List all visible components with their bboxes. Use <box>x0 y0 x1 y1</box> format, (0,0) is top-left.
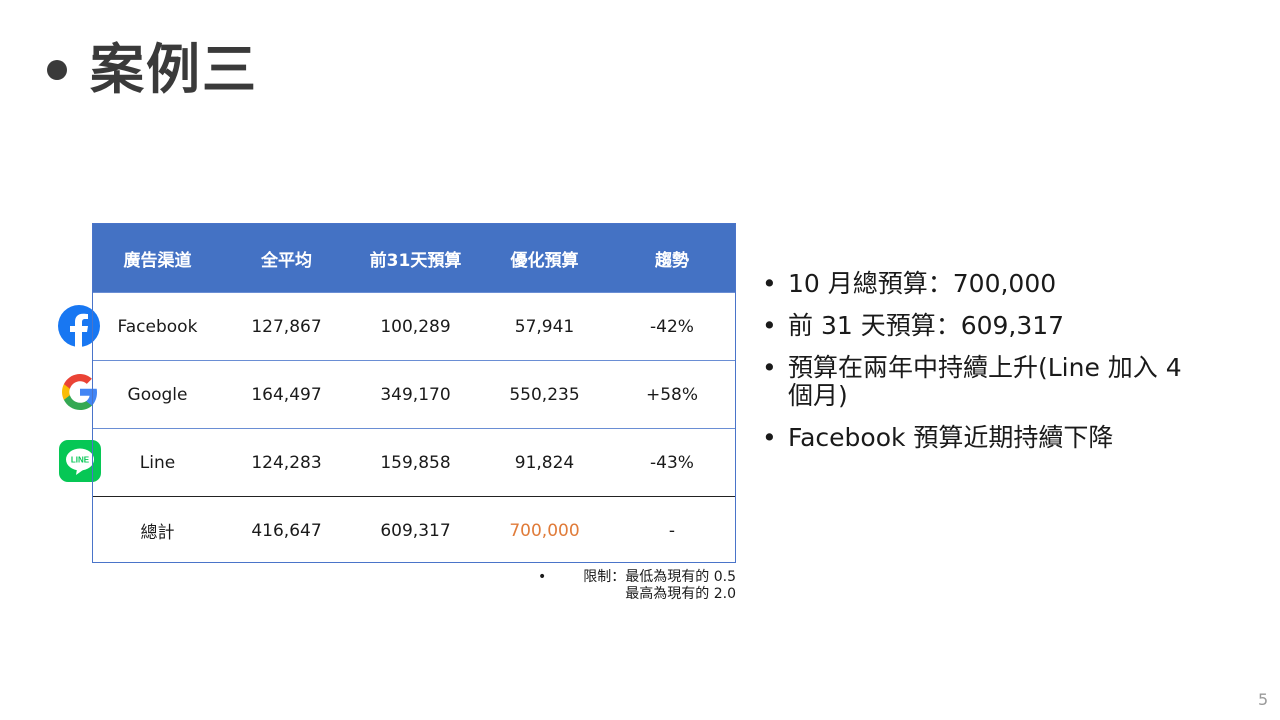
bullet-dot: • <box>762 311 777 340</box>
cell-prev31: 100,289 <box>380 316 451 337</box>
cell-prev31: 349,170 <box>380 384 451 405</box>
header-optimized: 優化預算 <box>510 250 579 271</box>
cell-optimized-highlight: 700,000 <box>509 520 580 541</box>
cell-avg: 127,867 <box>251 316 322 337</box>
cell-trend: -42% <box>650 316 694 337</box>
cell-trend: +58% <box>645 384 699 405</box>
header-avg: 全平均 <box>261 250 312 271</box>
cell-trend: -43% <box>650 452 694 473</box>
slide-title: 案例三 <box>90 38 258 101</box>
cell-channel: 總計 <box>140 523 175 543</box>
summary-bullet: • 10 月總預算：700,000 <box>762 270 1202 298</box>
cell-prev31: 159,858 <box>380 452 451 473</box>
cell-prev31: 609,317 <box>380 520 451 541</box>
page-number: 5 <box>1258 690 1269 709</box>
cell-optimized: 91,824 <box>514 452 575 473</box>
bullet-dot: • <box>762 423 777 452</box>
table-row-total: 總計 416,647 609,317 700,000 - <box>93 496 735 564</box>
summary-bullet-list: • 10 月總預算：700,000 • 前 31 天預算：609,317 • 預… <box>762 270 1202 466</box>
line-logo-text: LINE <box>71 456 90 465</box>
table-header-row: 廣告渠道 全平均 前31天預算 優化預算 趨勢 <box>93 224 735 292</box>
cell-trend: - <box>668 520 676 541</box>
cell-avg: 416,647 <box>251 520 322 541</box>
cell-optimized: 550,235 <box>509 384 580 405</box>
bullet-dot: • <box>762 269 777 298</box>
cell-avg: 124,283 <box>251 452 322 473</box>
facebook-logo-icon <box>58 305 100 347</box>
summary-bullet: • 預算在兩年中持續上升(Line 加入 4 個月) <box>762 354 1202 410</box>
table-row-facebook: Facebook 127,867 100,289 57,941 -42% <box>93 292 735 360</box>
note-line-1: 限制：最低為現有的 0.5 <box>583 569 736 585</box>
summary-bullet: • Facebook 預算近期持續下降 <box>762 424 1202 452</box>
title-bullet <box>47 60 67 80</box>
table-row-google: Google 164,497 349,170 550,235 +58% <box>93 360 735 428</box>
bullet-dot: • <box>762 353 777 382</box>
line-logo-icon: LINE <box>59 440 101 482</box>
summary-bullet-text: 前 31 天預算：609,317 <box>788 311 1065 340</box>
table-row-line: Line 124,283 159,858 91,824 -43% <box>93 428 735 496</box>
header-channel: 廣告渠道 <box>123 250 192 271</box>
note-bullet: • <box>538 569 547 585</box>
summary-bullet-text: Facebook 預算近期持續下降 <box>788 423 1114 452</box>
cell-channel: Facebook <box>117 316 198 337</box>
summary-bullet: • 前 31 天預算：609,317 <box>762 312 1202 340</box>
summary-bullet-text: 10 月總預算：700,000 <box>788 269 1057 298</box>
summary-bullet-text: 預算在兩年中持續上升(Line 加入 4 個月) <box>788 353 1182 410</box>
header-trend: 趨勢 <box>655 250 689 271</box>
note-line-2: 最高為現有的 2.0 <box>625 586 736 602</box>
constraint-note: • 限制：最低為現有的 0.5 最高為現有的 2.0 <box>530 569 736 603</box>
budget-table: 廣告渠道 全平均 前31天預算 優化預算 趨勢 Facebook 127,867… <box>92 223 736 563</box>
header-prev31: 前31天預算 <box>369 250 462 271</box>
cell-channel: Line <box>139 452 176 473</box>
cell-optimized: 57,941 <box>514 316 575 337</box>
cell-channel: Google <box>127 384 188 405</box>
cell-avg: 164,497 <box>251 384 322 405</box>
